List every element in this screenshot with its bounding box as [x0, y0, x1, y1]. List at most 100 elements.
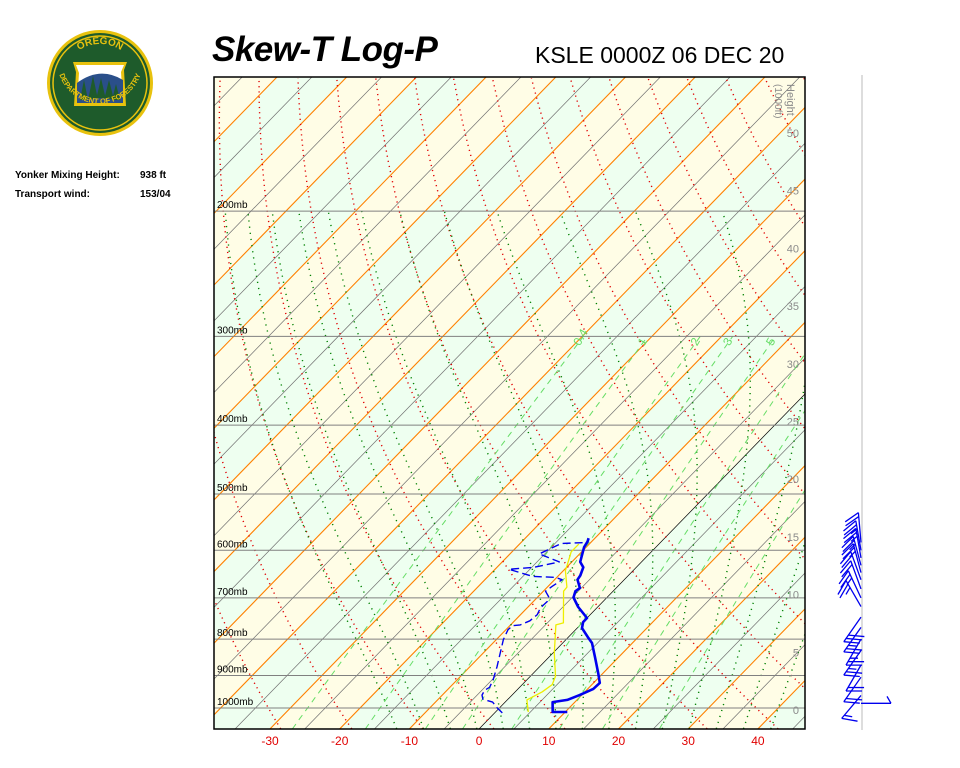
height-tick-label: 5 [793, 647, 799, 659]
isotherm-line [687, 608, 805, 729]
wind-barb [839, 551, 862, 580]
isotherm-line [214, 77, 592, 465]
pressure-level-label: 500mb [217, 483, 248, 494]
wind-barb-feather [841, 564, 853, 578]
isotherm-line [214, 77, 627, 501]
isotherm-line [214, 77, 801, 680]
isotherm-line [828, 76, 960, 729]
isotherm-line [269, 178, 805, 729]
wind-barb [845, 638, 865, 666]
dry-adiabat [297, 78, 566, 729]
pressure-level-label: 800mb [217, 628, 248, 639]
wind-barb-feather [844, 714, 853, 718]
moist-adiabat [715, 377, 805, 729]
isotherm-line [653, 572, 805, 729]
mixing-height-row: Yonker Mixing Height: 938 ft [15, 170, 166, 181]
wetbulb-profile [526, 543, 580, 713]
isotherm-line [214, 77, 522, 393]
isotherm-line [304, 214, 805, 729]
odf-logo: OREGON DEPARTMENT OF FORESTRY [47, 30, 153, 136]
moist-adiabat [224, 211, 398, 729]
wind-barb-feather [843, 674, 860, 678]
wind-barb-staff [843, 676, 862, 703]
isotherm-line [214, 77, 766, 644]
pressure-level-label: 1000mb [217, 697, 254, 708]
height-tick-label: 0 [793, 705, 799, 717]
isotherm-line [214, 77, 452, 322]
wind-barb-staff [847, 570, 862, 599]
wind-barb-feather [843, 527, 857, 540]
isotherm-line [444, 357, 805, 729]
isotherm-line [214, 77, 487, 358]
height-tick-label: 15 [787, 532, 799, 544]
temperature-tick-label: 20 [612, 734, 626, 748]
wind-barb [843, 676, 863, 704]
mixing-height-label: Yonker Mixing Height: [15, 170, 120, 181]
wind-barb-feather [841, 543, 854, 556]
wind-barb-feather [839, 560, 852, 574]
wind-barb-staff [857, 512, 862, 543]
pressure-level-label: 200mb [217, 200, 248, 211]
wind-barb-staff [843, 626, 862, 653]
pressure-level-label: 400mb [217, 414, 248, 425]
wind-barb [843, 626, 863, 654]
logo-top-text: OREGON [75, 36, 125, 53]
isotherm-line [214, 77, 661, 537]
wind-barb-feather [842, 539, 855, 553]
wind-barb-feather [846, 647, 863, 651]
wind-barb-feather [839, 551, 852, 565]
mixing-ratio-line [364, 336, 649, 729]
wind-barb-staff [845, 580, 862, 607]
moist-adiabat [496, 210, 616, 729]
dewpoint-profile [481, 541, 587, 714]
wind-barb-feather [843, 531, 857, 544]
pressure-level-label: 900mb [217, 664, 248, 675]
moist-adiabat [399, 211, 557, 729]
isotherm-line [513, 429, 805, 729]
isotherm-band [214, 77, 805, 715]
wind-barb-feather [843, 651, 860, 654]
mixing-ratio-line [602, 409, 805, 729]
height-tick-label: 20 [787, 474, 799, 486]
wind-barb-staff [843, 650, 862, 676]
wind-barb-feather [845, 587, 851, 595]
isotherm-line [792, 715, 805, 729]
mixing-ratio-line [291, 336, 584, 729]
height-axis-label: Height [784, 84, 796, 116]
wind-barb-staff [850, 551, 862, 580]
isotherm-line [214, 106, 805, 716]
transport-wind-value: 153/04 [140, 189, 171, 200]
temperature-tick-label: -10 [401, 734, 419, 748]
pressure-level-label: 300mb [217, 325, 248, 336]
pressure-level-label: 700mb [217, 587, 248, 598]
wind-barb-feather [848, 667, 857, 670]
plot-frame [213, 76, 806, 730]
temperature-tick-label: 0 [476, 734, 483, 748]
moist-adiabat [271, 211, 451, 729]
wind-barb-feather [848, 634, 865, 638]
isotherm-line [214, 77, 557, 430]
wind-barb-feather [846, 697, 863, 701]
isotherm-line [339, 249, 805, 729]
height-tick-label: 30 [787, 359, 799, 371]
wind-barb-feather [886, 696, 892, 704]
isotherm-line [214, 77, 383, 250]
wind-barb-feather [839, 583, 849, 599]
wind-barb [844, 512, 862, 543]
temperature-tick-label: 10 [542, 734, 556, 748]
wind-barb-feather [843, 520, 857, 532]
mixing-ratio-line [511, 336, 776, 729]
wind-barb [837, 580, 862, 607]
moist-adiabat [247, 211, 425, 729]
isotherm-line [548, 464, 805, 729]
height-tick-label: 40 [787, 243, 799, 255]
wind-barb-staff [852, 543, 862, 573]
temperature-profile [551, 537, 602, 714]
svg-text:OREGON: OREGON [75, 36, 125, 53]
wind-barb-staff [845, 638, 862, 666]
dry-adiabat [803, 77, 805, 83]
wind-barb-feather [843, 701, 860, 704]
mixing-ratio-line [658, 489, 805, 729]
wind-barb-feather [843, 641, 860, 644]
temperature-tick-label: -20 [331, 734, 349, 748]
